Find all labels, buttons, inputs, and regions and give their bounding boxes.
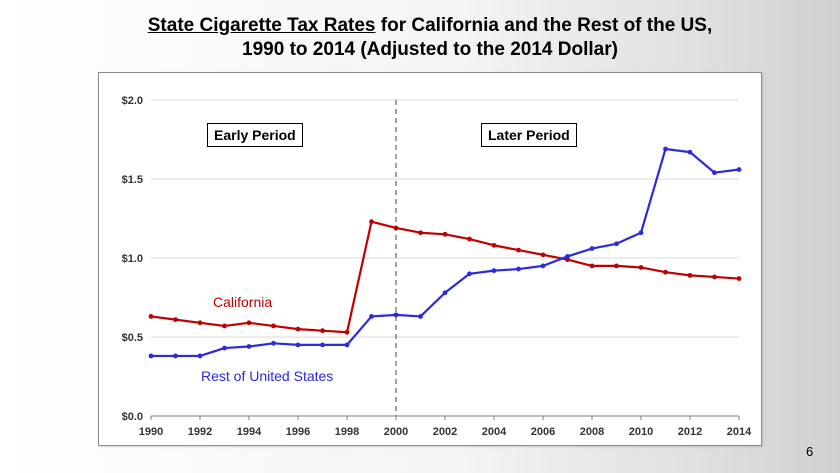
data-point-rest-of-us: [712, 170, 717, 176]
data-point-rest-of-us: [418, 314, 423, 319]
data-point-rest-of-us: [467, 271, 472, 277]
x-tick-label: 2010: [629, 426, 653, 438]
x-tick-label: 2002: [433, 426, 457, 438]
data-point-rest-of-us: [222, 345, 227, 351]
slide-title-underlined: State Cigarette Tax Rates: [147, 15, 376, 36]
slide-title-rest: for California and the Rest of the US,: [375, 15, 713, 36]
data-point-rest-of-us: [148, 353, 154, 359]
x-tick-label: 1994: [237, 426, 262, 438]
data-point-rest-of-us: [442, 290, 448, 296]
data-point-california: [467, 236, 472, 242]
data-point-rest-of-us: [295, 342, 301, 348]
data-point-california: [442, 231, 448, 237]
slide-number: 6: [806, 444, 814, 459]
data-point-california: [197, 320, 203, 326]
slide-title: State Cigarette Tax Rates for California…: [0, 14, 840, 62]
california-series-label: California: [213, 294, 273, 310]
data-point-california: [516, 247, 521, 253]
y-tick-label: $2.0: [122, 95, 143, 107]
data-point-california: [687, 272, 693, 278]
data-point-rest-of-us: [491, 268, 497, 274]
x-tick-label: 2000: [384, 426, 408, 438]
x-tick-label: 1996: [286, 426, 310, 438]
data-point-rest-of-us: [516, 266, 521, 272]
data-point-rest-of-us: [565, 254, 570, 259]
data-point-california: [736, 276, 742, 281]
data-point-california: [320, 328, 325, 334]
data-point-rest-of-us: [246, 344, 252, 349]
data-point-california: [712, 274, 717, 280]
y-tick-label: $1.5: [122, 174, 143, 186]
x-tick-label: 1998: [335, 426, 359, 438]
data-point-california: [540, 252, 546, 258]
data-point-rest-of-us: [736, 167, 742, 172]
data-point-rest-of-us: [687, 149, 693, 155]
slide-title-line-2: 1990 to 2014 (Adjusted to the 2014 Dolla…: [242, 39, 618, 60]
data-point-rest-of-us: [663, 146, 668, 152]
data-point-california: [393, 225, 399, 231]
data-point-rest-of-us: [369, 314, 374, 319]
data-point-california: [589, 263, 595, 269]
x-tick-label: 1990: [139, 426, 163, 438]
later-period-box: Later Period: [481, 123, 577, 147]
data-point-california: [295, 326, 301, 332]
early-period-box: Early Period: [207, 123, 303, 147]
data-point-california: [663, 269, 668, 275]
line-chart: $0.0 $0.5 $1.0 $1.5 $2.0 1990 1992 1994 1996 1998…: [122, 95, 753, 438]
y-tick-label: $0.0: [122, 411, 143, 423]
data-point-california: [246, 320, 252, 326]
y-tick-label: $1.0: [122, 253, 143, 265]
chart-panel: $0.0 $0.5 $1.0 $1.5 $2.0 1990 1992 1994 1996 1998…: [98, 72, 762, 446]
data-point-california: [148, 314, 154, 319]
data-point-rest-of-us: [589, 246, 595, 251]
data-point-rest-of-us: [393, 312, 399, 318]
x-tick-label: 2012: [678, 426, 702, 438]
data-point-california: [418, 230, 423, 236]
x-tick-label: 2006: [531, 426, 555, 438]
data-point-rest-of-us: [173, 353, 178, 359]
data-point-rest-of-us: [638, 230, 644, 236]
x-tick-label: 1992: [188, 426, 212, 438]
data-point-california: [271, 323, 276, 329]
later-period-label: Later Period: [488, 127, 570, 143]
data-point-california: [614, 263, 619, 269]
data-point-california: [491, 242, 497, 248]
x-tick-label: 2014: [727, 426, 752, 438]
data-point-rest-of-us: [540, 263, 546, 269]
data-point-california: [369, 219, 374, 225]
slide-title-line-1: State Cigarette Tax Rates for California…: [0, 14, 840, 38]
y-tick-label: $0.5: [122, 332, 143, 344]
rest-of-us-series-label: Rest of United States: [201, 368, 334, 384]
data-point-rest-of-us: [320, 342, 325, 348]
data-point-california: [638, 265, 644, 270]
data-point-rest-of-us: [197, 353, 203, 359]
x-tick-label: 2008: [580, 426, 604, 438]
data-point-california: [222, 323, 227, 329]
data-point-california: [344, 329, 350, 335]
data-point-rest-of-us: [614, 241, 619, 247]
early-period-label: Early Period: [214, 127, 296, 143]
data-point-rest-of-us: [344, 342, 350, 348]
data-point-california: [173, 317, 178, 323]
series-line-california: [150, 220, 740, 334]
x-tick-label: 2004: [482, 426, 507, 438]
data-point-rest-of-us: [271, 340, 276, 346]
